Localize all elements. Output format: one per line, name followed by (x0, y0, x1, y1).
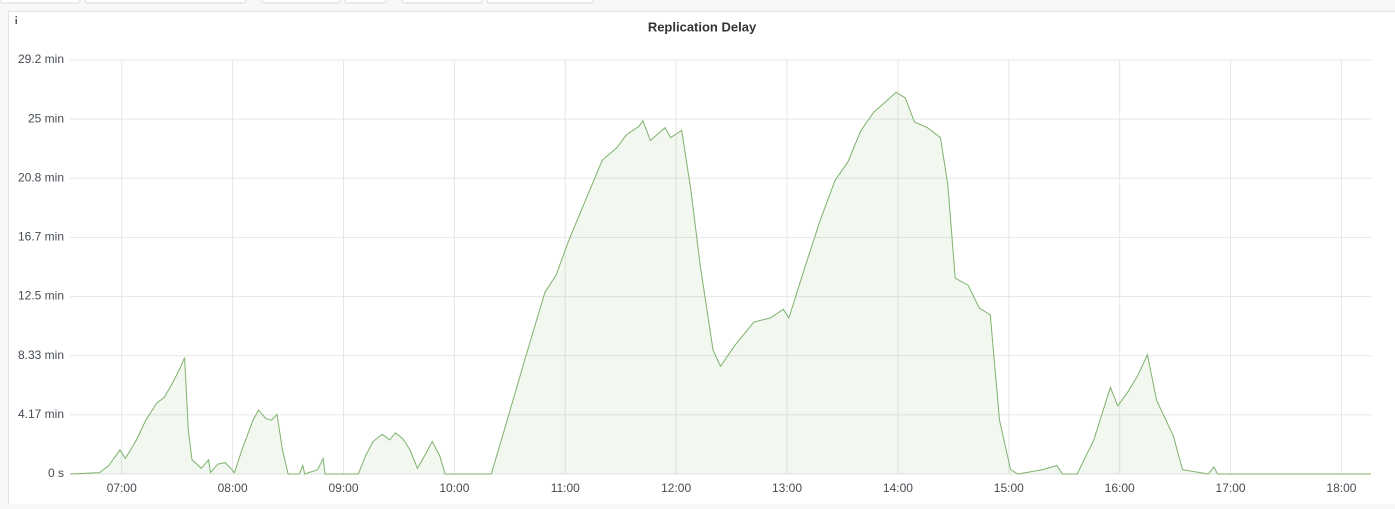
x-tick-label: 08:00 (218, 481, 248, 495)
x-tick-label: 17:00 (1216, 481, 1246, 495)
y-tick-label: 20.8 min (18, 170, 64, 184)
x-tick-label: 14:00 (883, 481, 913, 495)
x-tick-label: 11:00 (551, 481, 580, 495)
y-tick-label: 8.33 min (18, 348, 64, 362)
x-tick-label: 16:00 (1105, 481, 1135, 495)
chart-title: Replication Delay (648, 19, 757, 34)
y-tick-label: 4.17 min (18, 407, 64, 421)
x-tick-label: 10:00 (439, 481, 469, 495)
toolbar-field (402, 0, 482, 3)
x-tick-label: 12:00 (661, 481, 691, 495)
y-tick-label: 12.5 min (18, 289, 64, 303)
toolbar-field (85, 0, 246, 3)
toolbar-field (262, 0, 340, 3)
y-tick-label: 29.2 min (18, 52, 64, 66)
x-tick-label: 15:00 (994, 481, 1024, 495)
y-tick-label: 25 min (28, 111, 64, 125)
toolbar-field (0, 0, 80, 3)
y-tick-label: 16.7 min (18, 230, 64, 244)
toolbar-field (345, 0, 386, 3)
y-tick-label: 0 s (48, 466, 64, 480)
info-icon (16, 16, 18, 24)
x-tick-label: 07:00 (107, 481, 137, 495)
x-tick-label: 18:00 (1326, 481, 1356, 495)
x-tick-label: 09:00 (328, 481, 358, 495)
x-tick-label: 13:00 (772, 481, 802, 495)
toolbar-field (487, 0, 593, 3)
